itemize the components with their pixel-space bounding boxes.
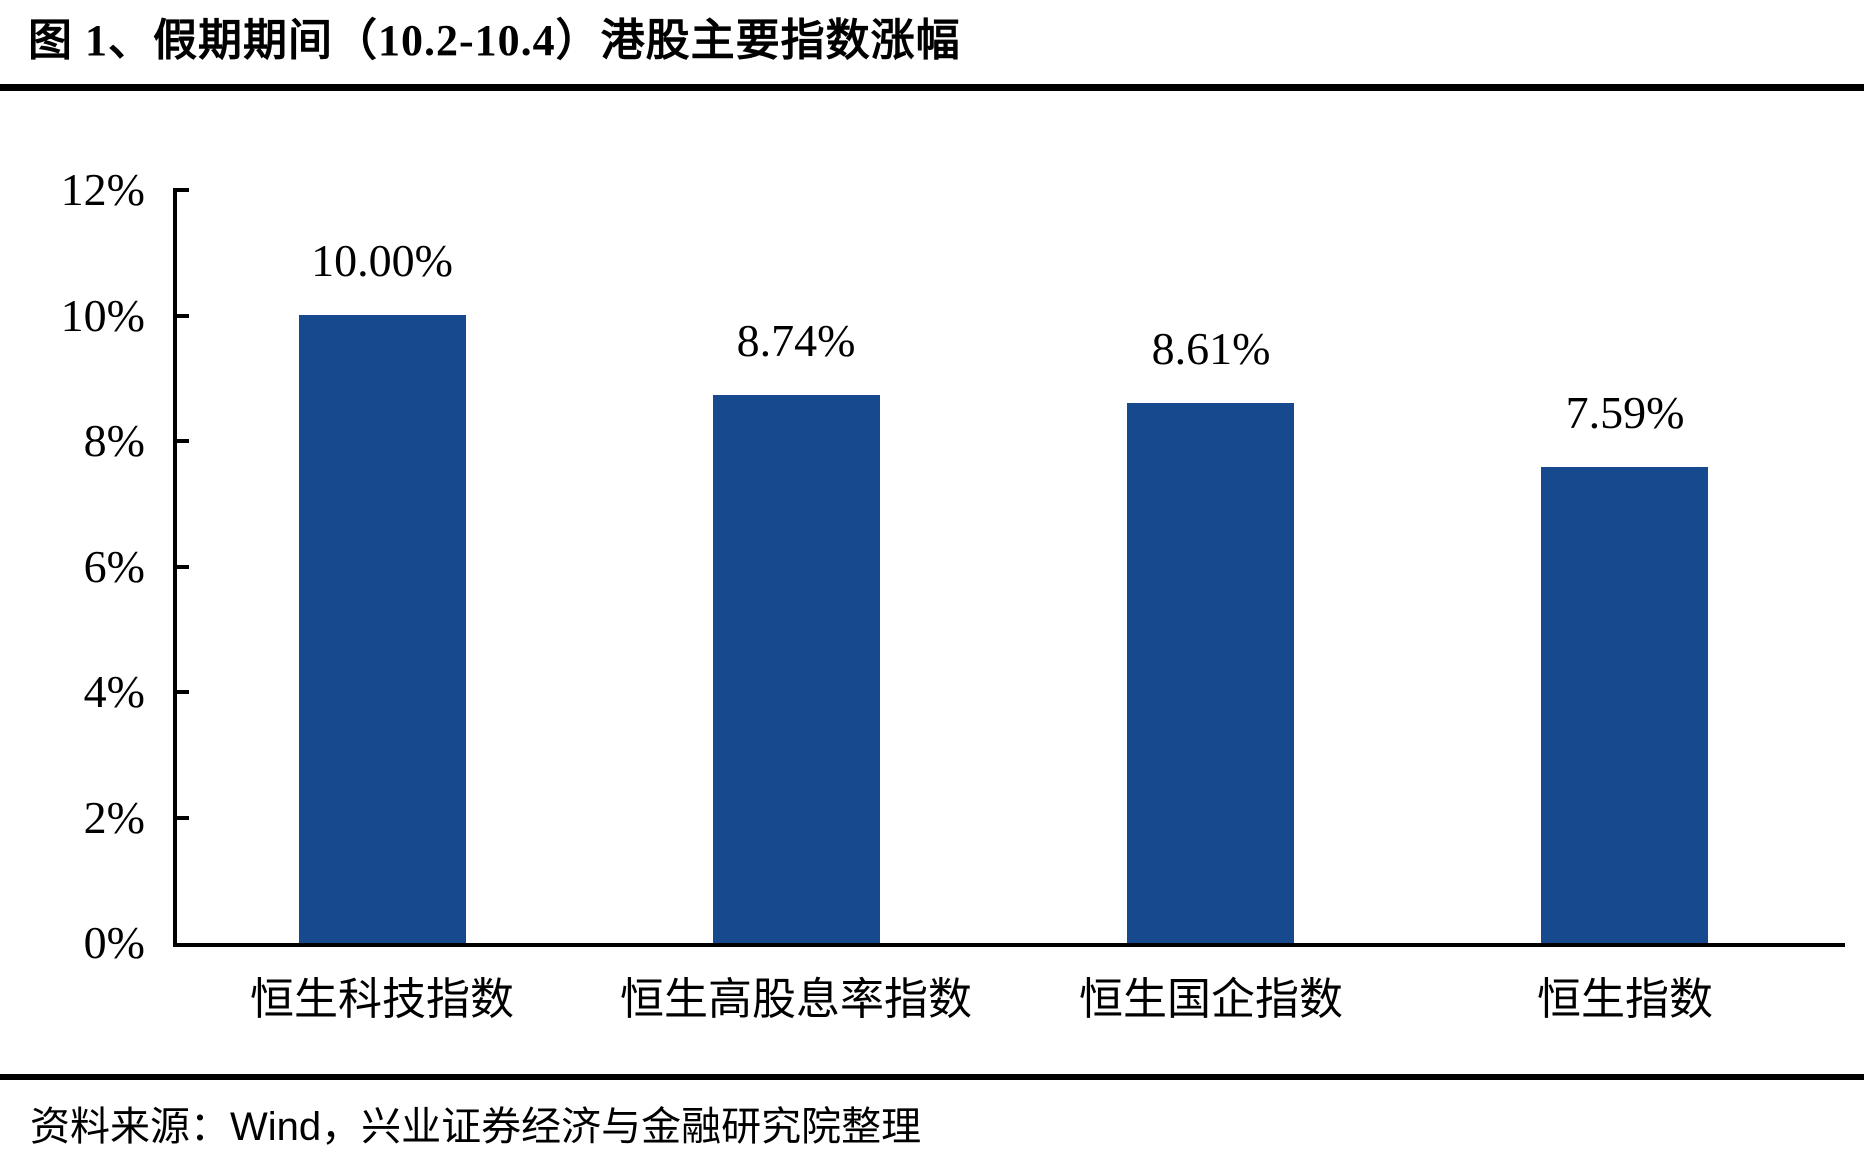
bar-value-label: 7.59% — [1565, 387, 1685, 438]
footer-divider — [0, 1074, 1864, 1080]
title-divider — [0, 84, 1864, 91]
y-axis-label: 4% — [83, 666, 145, 717]
bar-恒生国企指数 — [1127, 403, 1294, 943]
bar-恒生指数 — [1541, 467, 1708, 943]
y-axis-tick — [173, 188, 189, 192]
y-axis-tick — [173, 565, 189, 569]
bar-value-label: 8.61% — [1151, 323, 1271, 374]
bar-恒生科技指数 — [299, 315, 466, 943]
y-axis-tick — [173, 816, 189, 820]
y-axis-label: 6% — [83, 541, 145, 592]
x-axis-category-label: 恒生指数 — [1537, 975, 1713, 1024]
y-axis-tick — [173, 314, 189, 318]
x-axis-category-label: 恒生国企指数 — [1079, 975, 1343, 1024]
source-vendor: Wind — [230, 1105, 322, 1149]
y-axis-label: 2% — [83, 792, 145, 843]
y-axis-label: 8% — [83, 415, 145, 466]
y-axis-label: 12% — [60, 164, 145, 215]
y-axis-label: 0% — [83, 917, 145, 968]
bar-value-label: 8.74% — [736, 315, 856, 366]
x-axis-category-label: 恒生高股息率指数 — [620, 975, 972, 1024]
y-axis-tick — [173, 439, 189, 443]
source-prefix: 资料来源： — [30, 1104, 230, 1149]
y-axis-label: 10% — [60, 290, 145, 341]
y-axis-tick — [173, 690, 189, 694]
x-axis-line — [173, 943, 1845, 947]
figure-title: 图 1、假期期间（10.2-10.4）港股主要指数涨幅 — [28, 16, 961, 65]
bar-value-label: 10.00% — [311, 235, 453, 286]
bar-恒生高股息率指数 — [713, 395, 880, 943]
x-axis-category-label: 恒生科技指数 — [250, 975, 514, 1024]
source-note: 资料来源：Wind，兴业证券经济与金融研究院整理 — [30, 1094, 921, 1152]
source-suffix: ，兴业证券经济与金融研究院整理 — [321, 1104, 922, 1149]
